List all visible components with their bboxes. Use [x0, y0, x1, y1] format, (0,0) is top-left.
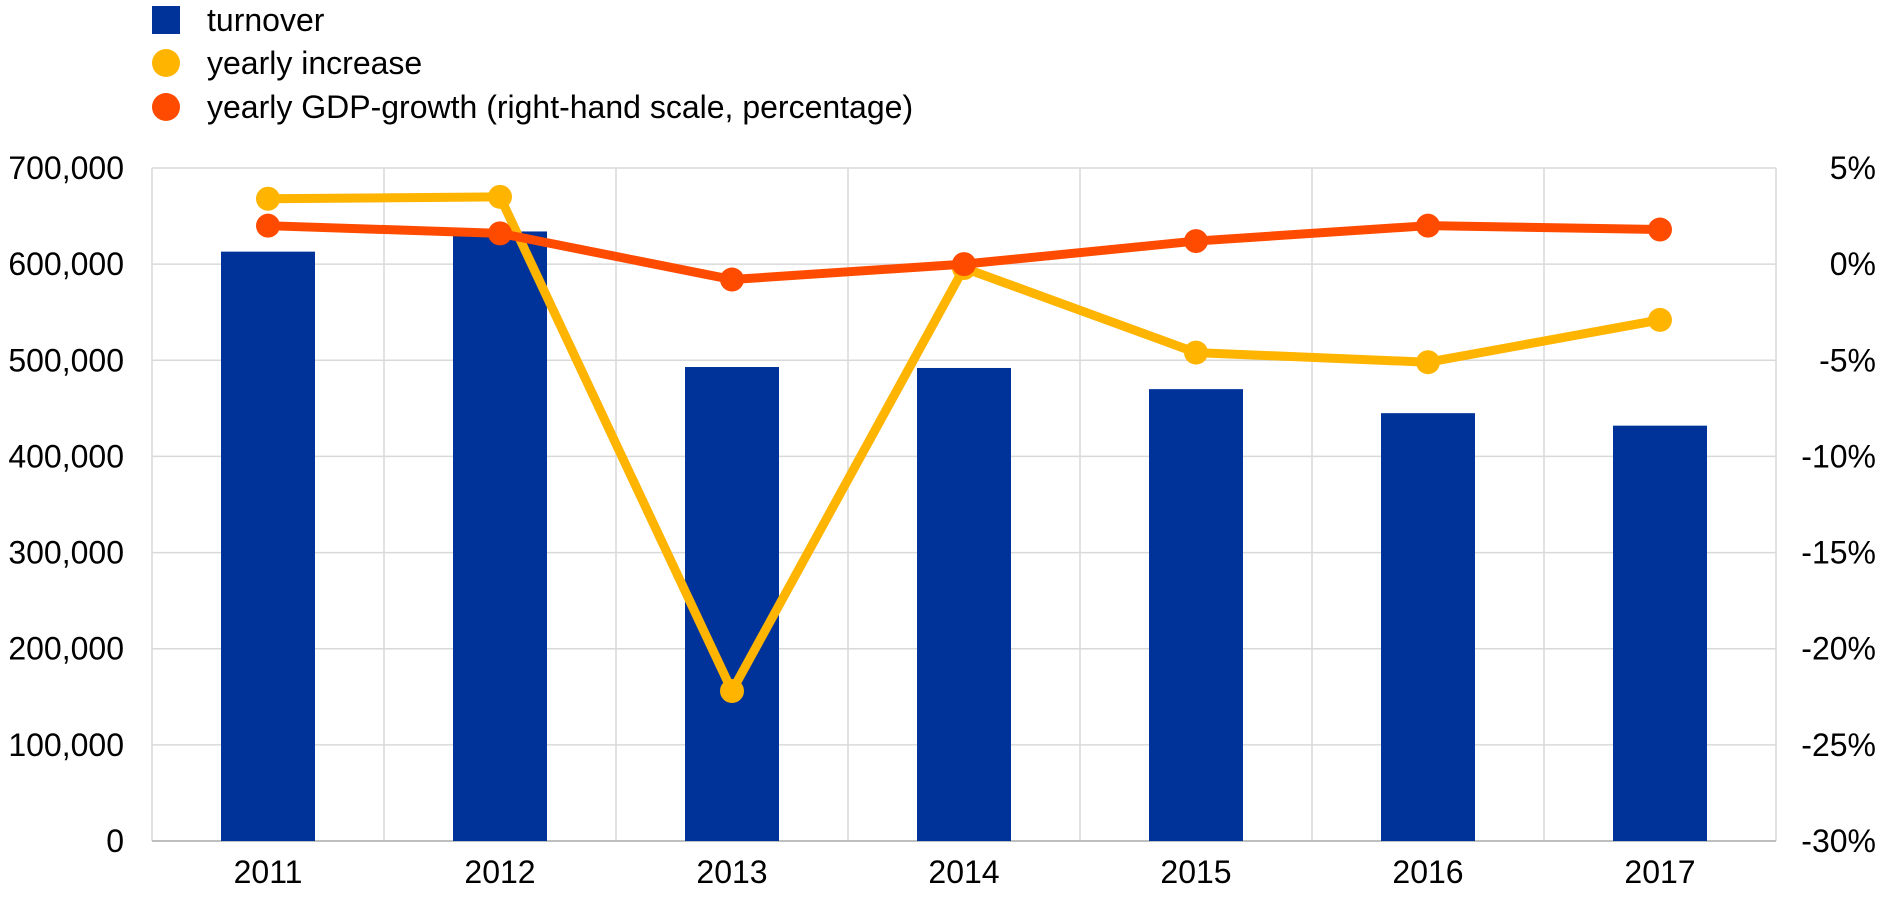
bar-2011: [221, 251, 315, 841]
y-right-tick-label: -10%: [1801, 438, 1876, 474]
legend: turnover yearly increase yearly GDP-growth…: [152, 2, 913, 125]
bar-2014: [917, 367, 1011, 841]
legend-swatch-yearly-gdp-growth: [152, 93, 180, 121]
y-right-tick-label: -20%: [1801, 631, 1876, 667]
tick-labels: 0 100,000 200,000 300,000 400,000 500,000 600,…: [8, 150, 1876, 890]
legend-label: yearly increase: [207, 45, 422, 81]
yearly-gdp-growth-point-2014: [952, 252, 976, 277]
yearly-gdp-growth-point-2013: [720, 267, 744, 292]
yearly-increase-point-2011: [256, 186, 280, 211]
x-tick-label: 2015: [1160, 854, 1231, 890]
legend-label: turnover: [207, 2, 325, 38]
bar-2016: [1381, 413, 1475, 841]
x-tick-label: 2012: [464, 854, 535, 890]
turnover-bars: [221, 231, 1707, 841]
bar-2013: [685, 367, 779, 841]
yearly-increase-point-2016: [1416, 350, 1440, 375]
yearly-increase-point-2012: [488, 184, 512, 209]
yearly-gdp-growth-point-2017: [1648, 217, 1672, 242]
yearly-increase-point-2017: [1648, 307, 1672, 332]
y-left-tick-label: 100,000: [8, 727, 124, 763]
x-tick-label: 2014: [928, 854, 999, 890]
yearly-gdp-growth-point-2015: [1184, 229, 1208, 254]
y-right-tick-label: -15%: [1801, 535, 1876, 571]
y-left-tick-label: 600,000: [8, 246, 124, 282]
y-left-tick-label: 400,000: [8, 438, 124, 474]
y-right-tick-label: -25%: [1801, 727, 1876, 763]
y-right-tick-label: 0%: [1830, 246, 1876, 282]
line-series: [256, 184, 1672, 704]
legend-swatch-turnover: [152, 6, 180, 34]
y-right-tick-label: -5%: [1819, 342, 1876, 378]
x-tick-label: 2011: [234, 854, 303, 890]
bar-2015: [1149, 389, 1243, 841]
yearly-gdp-growth-point-2011: [256, 213, 280, 238]
x-tick-label: 2013: [696, 854, 767, 890]
y-left-tick-label: 700,000: [8, 150, 124, 186]
yearly-gdp-growth-point-2012: [488, 221, 512, 246]
legend-label: yearly GDP-growth (right-hand scale, per…: [207, 89, 913, 125]
yearly-increase-point-2015: [1184, 340, 1208, 365]
bar-2017: [1613, 425, 1707, 841]
y-left-tick-label: 500,000: [8, 342, 124, 378]
y-left-tick-label: 200,000: [8, 631, 124, 667]
bar-2012: [453, 231, 547, 841]
legend-swatch-yearly-increase: [152, 49, 180, 77]
x-tick-label: 2016: [1392, 854, 1463, 890]
y-right-tick-label: -30%: [1801, 823, 1876, 859]
yearly-increase-point-2013: [720, 679, 744, 704]
y-left-tick-label: 0: [106, 823, 124, 859]
y-right-tick-label: 5%: [1830, 150, 1876, 186]
y-left-tick-label: 300,000: [8, 535, 124, 571]
yearly-gdp-growth-point-2016: [1416, 213, 1440, 238]
x-tick-label: 2017: [1624, 854, 1695, 890]
